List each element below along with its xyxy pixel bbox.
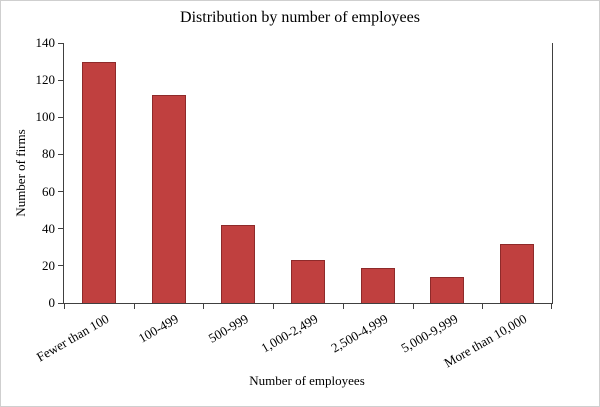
x-tick bbox=[343, 304, 344, 309]
y-axis-title: Number of firms bbox=[13, 129, 28, 217]
y-tick bbox=[58, 265, 63, 267]
x-axis-title: Number of employees bbox=[249, 373, 365, 388]
bar bbox=[81, 61, 116, 303]
x-tick bbox=[551, 304, 552, 309]
x-tick bbox=[134, 304, 135, 309]
bar bbox=[430, 277, 465, 303]
y-tick-label: 80 bbox=[42, 146, 55, 162]
x-category-label: 1,000-2,499 bbox=[258, 311, 321, 356]
chart-title: Distribution by number of employees bbox=[180, 9, 420, 26]
y-tick-label: 60 bbox=[42, 183, 55, 199]
y-tick-label: 140 bbox=[35, 35, 56, 50]
x-category-label: 5,000-9,999 bbox=[398, 311, 460, 356]
y-tick bbox=[58, 153, 63, 155]
bar bbox=[500, 243, 535, 303]
x-category-label: Fewer than 100 bbox=[33, 311, 112, 365]
x-category-label: 500-999 bbox=[205, 311, 251, 346]
x-category-label: 100-499 bbox=[136, 311, 182, 346]
y-tick bbox=[58, 116, 63, 118]
bar bbox=[221, 225, 256, 303]
y-tick-label: 20 bbox=[42, 257, 55, 273]
y-tick-label: 120 bbox=[35, 72, 56, 88]
x-tick bbox=[413, 304, 414, 309]
y-tick bbox=[58, 79, 63, 81]
x-category-label: 2,500-4,999 bbox=[328, 311, 391, 356]
y-tick-label: 0 bbox=[48, 295, 56, 310]
y-tick bbox=[58, 302, 63, 304]
plot-area: 0 20 40 60 80 100 120 140 Fewer than 100 100-499 5… bbox=[34, 35, 553, 370]
x-tick bbox=[273, 304, 274, 309]
y-tick-label: 100 bbox=[35, 109, 56, 125]
x-tick bbox=[64, 304, 65, 309]
y-tick bbox=[58, 228, 63, 230]
bar bbox=[360, 267, 395, 303]
x-tick bbox=[482, 304, 483, 309]
y-tick bbox=[58, 42, 63, 44]
bar bbox=[151, 95, 186, 303]
bar bbox=[291, 260, 325, 303]
y-tick bbox=[58, 191, 63, 193]
y-tick-label: 40 bbox=[42, 220, 55, 236]
x-tick bbox=[203, 304, 204, 309]
